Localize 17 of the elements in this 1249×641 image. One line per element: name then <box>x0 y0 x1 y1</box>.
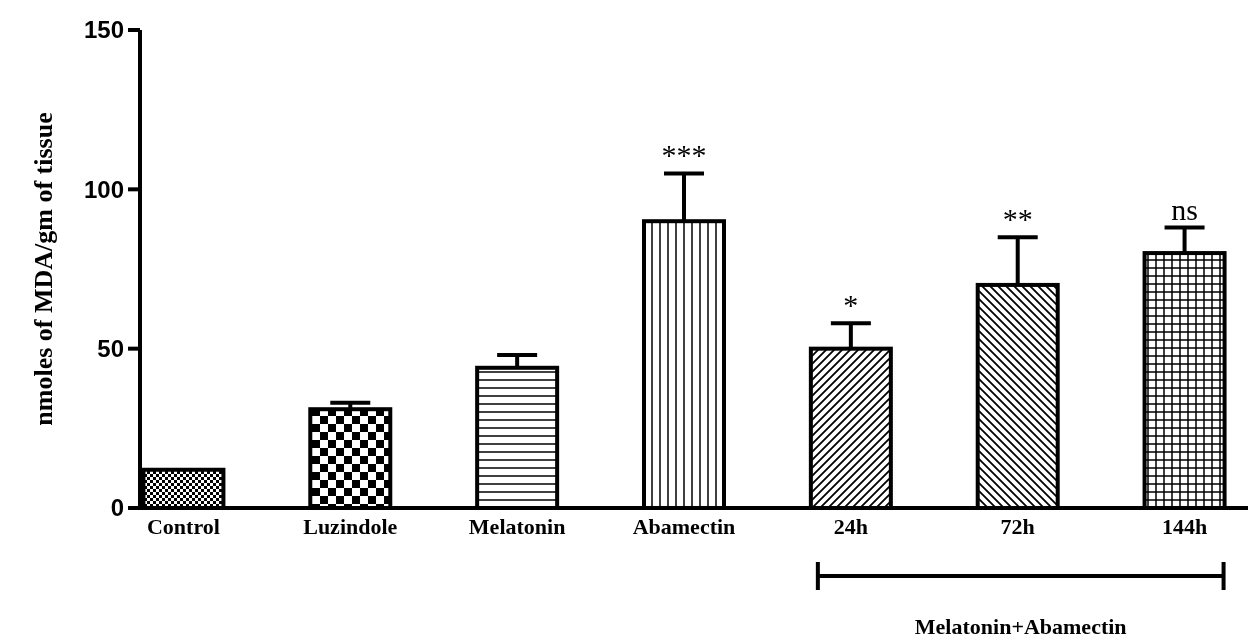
y-tick-label: 0 <box>110 494 124 522</box>
x-tick-label: Abamectin <box>632 514 736 539</box>
y-tick-label: 50 <box>97 335 124 363</box>
y-tick-label: 100 <box>83 175 124 203</box>
annotation: ** <box>1002 202 1033 236</box>
x-tick-label: 144h <box>1161 514 1208 539</box>
x-tick-label: Melatonin <box>468 514 566 539</box>
y-tick-label: 150 <box>83 16 124 44</box>
x-tick-label: Control <box>146 514 220 539</box>
annotation: * <box>843 288 859 322</box>
annotation: *** <box>661 138 707 172</box>
y-axis-title: nmoles of MDA/gm of tissue <box>29 112 58 426</box>
annotation: ns <box>1171 192 1198 226</box>
x-tick-label: 24h <box>833 514 868 539</box>
x-tick-label: Luzindole <box>303 514 398 539</box>
text: Melatonin+Abamectin <box>914 614 1127 639</box>
x-tick-label: 72h <box>1000 514 1035 539</box>
